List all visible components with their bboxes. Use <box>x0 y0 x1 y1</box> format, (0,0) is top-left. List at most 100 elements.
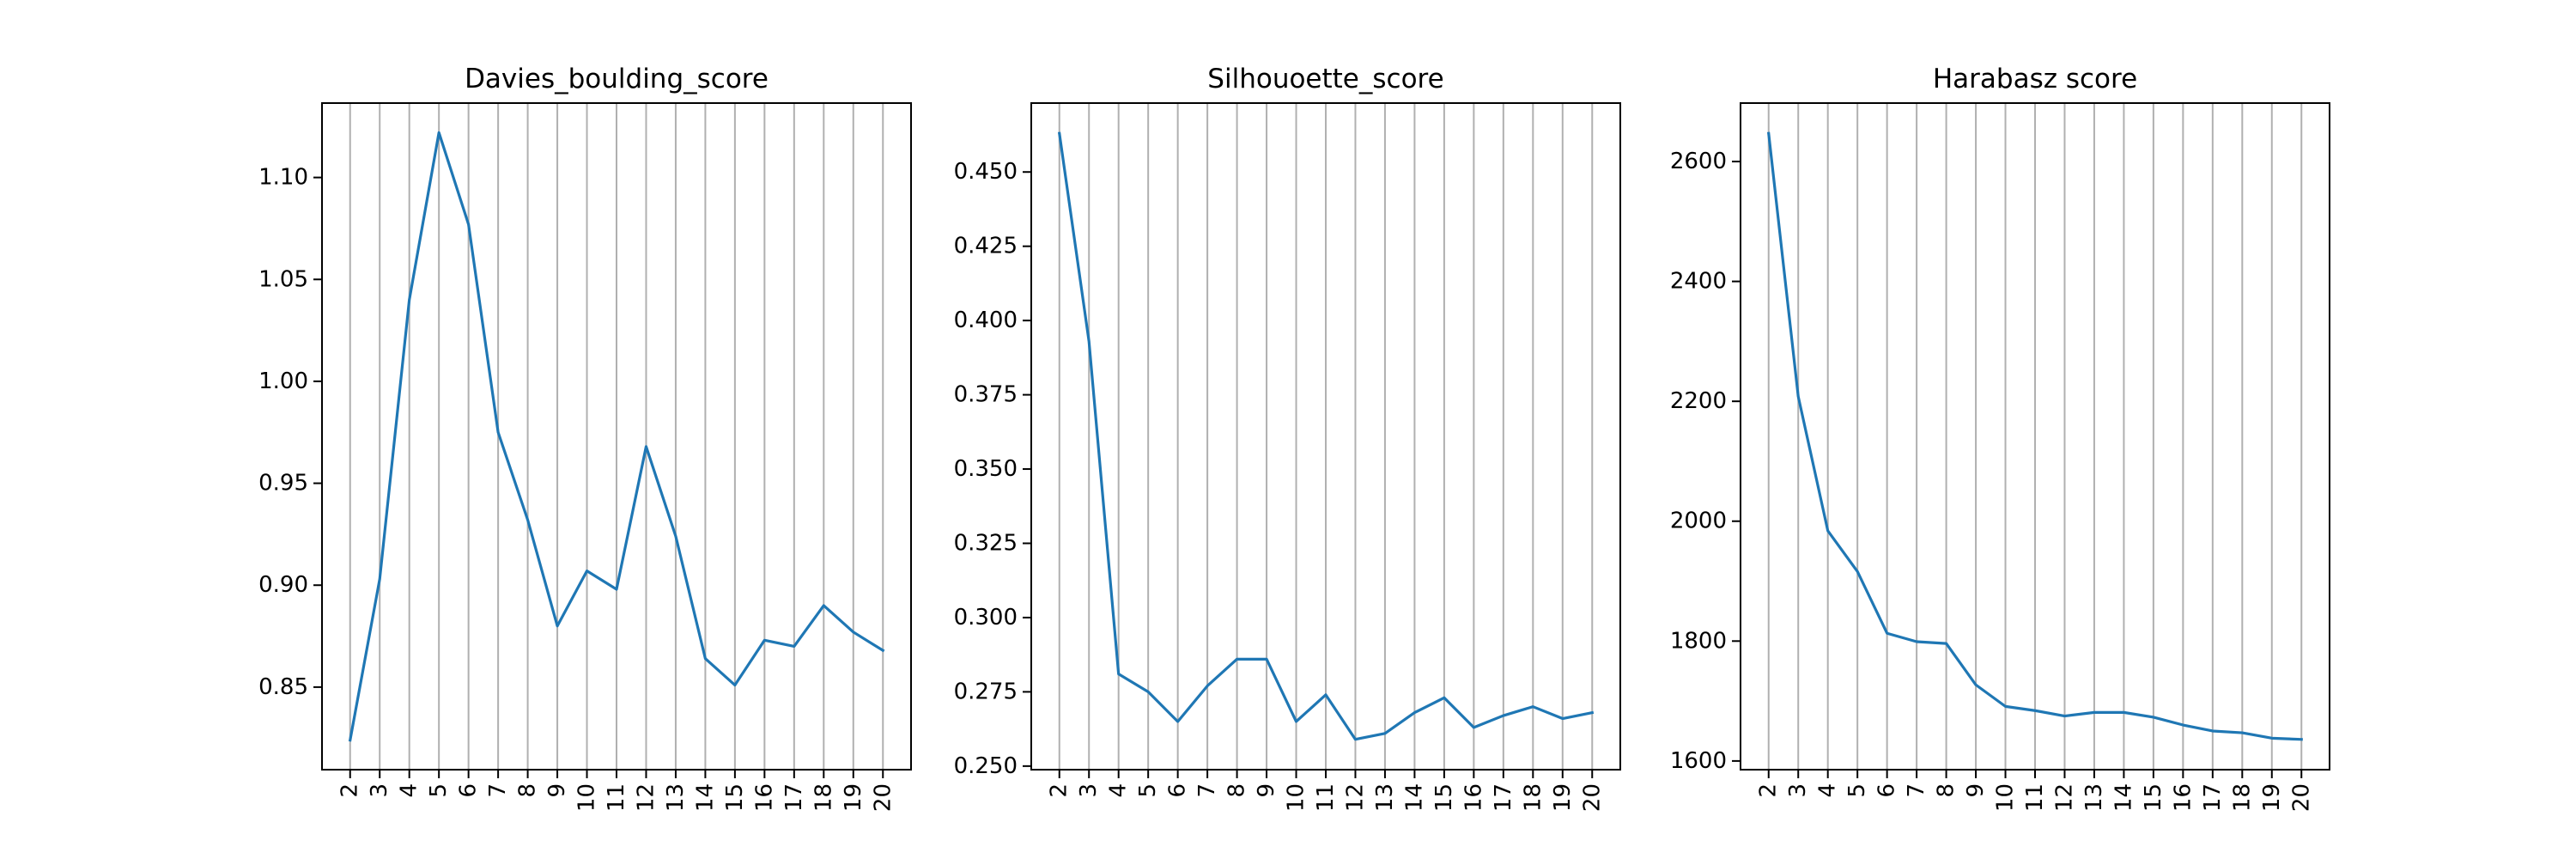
x-tick-label: 17 <box>2200 783 2226 812</box>
x-tick-label: 7 <box>1194 783 1220 798</box>
x-tick-label: 6 <box>1874 783 1900 798</box>
axes-frame <box>321 102 912 771</box>
x-tick-label: 19 <box>2259 783 2285 812</box>
x-tick-label: 14 <box>2111 783 2136 812</box>
x-tick-label: 11 <box>604 783 629 812</box>
x-tick-label: 13 <box>2081 783 2107 812</box>
x-tick-label: 6 <box>456 783 482 798</box>
x-tick-label: 9 <box>1254 783 1279 798</box>
x-tick-label: 7 <box>1904 783 1929 798</box>
y-axis: 1600 1800 2000 2200 2400 2600 <box>1670 149 1741 774</box>
x-tick-label: 8 <box>1224 783 1250 798</box>
x-tick-label: 3 <box>1076 783 1102 798</box>
x-tick-label: 17 <box>1491 783 1516 812</box>
y-tick-label: 0.350 <box>954 456 1018 482</box>
x-tick-label: 15 <box>2141 783 2166 812</box>
y-tick-label: 1.10 <box>258 165 308 191</box>
series-line <box>1057 131 1595 741</box>
axes-frame <box>1740 102 2330 771</box>
x-tick-label: 3 <box>367 783 392 798</box>
x-axis: 2 3 4 5 6 7 8 9 10 11 12 13 14 15 16 17 18 19 20 <box>1756 770 2314 812</box>
x-tick-label: 18 <box>2229 783 2255 812</box>
x-tick-label: 10 <box>1284 783 1309 812</box>
x-tick-label: 9 <box>544 783 570 798</box>
series-line <box>1766 131 2303 741</box>
x-tick-label: 16 <box>751 783 777 812</box>
x-tick-label: 7 <box>485 783 511 798</box>
x-tick-label: 2 <box>1756 783 1782 798</box>
harabasz-panel: Harabasz score 2 3 4 5 6 7 8 9 10 11 12 13 14 15 16 17 1… <box>1670 64 2330 812</box>
x-tick-label: 8 <box>515 783 541 798</box>
x-tick-label: 4 <box>1106 783 1132 798</box>
x-tick-label: 15 <box>722 783 748 812</box>
x-tick-label: 3 <box>1785 783 1811 798</box>
y-tick-label: 0.325 <box>954 530 1018 556</box>
x-tick-label: 17 <box>781 783 807 812</box>
y-tick-label: 1.00 <box>258 369 308 394</box>
x-tick-label: 14 <box>1401 783 1427 812</box>
y-tick-label: 0.250 <box>954 753 1018 779</box>
grid-lines <box>349 103 884 770</box>
x-tick-label: 19 <box>841 783 866 812</box>
y-tick-label: 0.375 <box>954 382 1018 408</box>
y-tick-label: 0.400 <box>954 308 1018 333</box>
y-tick-label: 2600 <box>1670 149 1727 174</box>
x-tick-label: 13 <box>663 783 689 812</box>
x-axis: 2 3 4 5 6 7 8 9 10 11 12 13 14 15 16 17 18 19 20 <box>337 770 896 812</box>
x-tick-label: 9 <box>1963 783 1989 798</box>
y-tick-label: 1800 <box>1670 628 1727 654</box>
x-tick-label: 18 <box>1520 783 1546 812</box>
y-tick-label: 0.85 <box>258 674 308 700</box>
x-tick-label: 10 <box>574 783 600 812</box>
y-tick-label: 0.90 <box>258 572 308 598</box>
x-tick-label: 4 <box>397 783 422 798</box>
x-tick-label: 5 <box>1844 783 1870 798</box>
axes-frame <box>1030 102 1621 771</box>
y-tick-label: 1.05 <box>258 266 308 292</box>
y-tick-label: 2400 <box>1670 269 1727 295</box>
chart-title: Silhouoette_score <box>1207 64 1443 94</box>
x-tick-label: 2 <box>1047 783 1072 798</box>
y-tick-label: 2200 <box>1670 388 1727 414</box>
x-tick-label: 10 <box>1993 783 2019 812</box>
y-tick-label: 0.300 <box>954 605 1018 631</box>
y-tick-label: 0.425 <box>954 234 1018 259</box>
x-tick-label: 16 <box>2170 783 2196 812</box>
y-axis: 0.250 0.275 0.300 0.325 0.350 0.375 0.400 0.425… <box>954 159 1031 779</box>
x-tick-label: 5 <box>426 783 452 798</box>
x-tick-label: 5 <box>1135 783 1161 798</box>
y-axis: 0.85 0.90 0.95 1.00 1.05 1.10 <box>258 165 322 700</box>
x-tick-label: 4 <box>1815 783 1841 798</box>
y-tick-label: 0.95 <box>258 471 308 497</box>
y-tick-label: 2000 <box>1670 509 1727 534</box>
chart-title: Davies_boulding_score <box>465 64 769 94</box>
x-tick-label: 13 <box>1372 783 1398 812</box>
y-tick-label: 0.275 <box>954 679 1018 704</box>
x-tick-label: 8 <box>1934 783 1959 798</box>
x-tick-label: 11 <box>2022 783 2048 812</box>
x-tick-label: 20 <box>870 783 896 812</box>
x-tick-label: 11 <box>1313 783 1339 812</box>
x-tick-label: 6 <box>1165 783 1191 798</box>
x-tick-label: 15 <box>1431 783 1457 812</box>
series-line <box>348 131 885 742</box>
chart-title: Harabasz score <box>1933 64 2137 94</box>
x-tick-label: 12 <box>633 783 659 812</box>
x-tick-label: 18 <box>811 783 836 812</box>
x-tick-label: 20 <box>2288 783 2314 812</box>
x-tick-label: 16 <box>1461 783 1486 812</box>
x-tick-label: 12 <box>2051 783 2077 812</box>
y-tick-label: 0.450 <box>954 159 1018 185</box>
x-tick-label: 12 <box>1342 783 1368 812</box>
x-tick-label: 2 <box>337 783 363 798</box>
x-tick-label: 14 <box>692 783 718 812</box>
grid-lines <box>1767 103 2303 770</box>
davies-bouldin-panel: Davies_boulding_score 2 3 4 5 6 7 8 9 10 11 12 13 14… <box>258 64 912 812</box>
silhouette-panel: Silhouoette_score 2 3 4 5 6 7 8 9 10 11 12 13 14 15 16… <box>954 64 1621 812</box>
x-axis: 2 3 4 5 6 7 8 9 10 11 12 13 14 15 16 17 18 19 20 <box>1047 770 1605 812</box>
x-tick-label: 19 <box>1550 783 1576 812</box>
y-tick-label: 1600 <box>1670 748 1727 774</box>
x-tick-label: 20 <box>1579 783 1605 812</box>
